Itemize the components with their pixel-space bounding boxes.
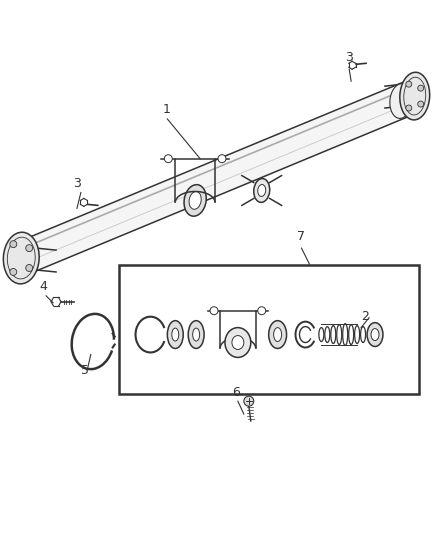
Ellipse shape bbox=[400, 72, 430, 120]
Text: 3: 3 bbox=[73, 176, 81, 190]
Text: 6: 6 bbox=[232, 386, 240, 399]
Ellipse shape bbox=[193, 328, 200, 341]
Text: 7: 7 bbox=[297, 230, 304, 243]
Circle shape bbox=[210, 307, 218, 314]
Ellipse shape bbox=[274, 328, 282, 342]
Ellipse shape bbox=[254, 179, 270, 203]
Ellipse shape bbox=[184, 184, 206, 216]
Ellipse shape bbox=[371, 329, 379, 341]
Ellipse shape bbox=[367, 322, 383, 346]
Ellipse shape bbox=[225, 328, 251, 358]
Text: 1: 1 bbox=[162, 103, 170, 116]
Circle shape bbox=[406, 81, 412, 87]
Circle shape bbox=[406, 105, 412, 111]
Circle shape bbox=[218, 155, 226, 163]
Ellipse shape bbox=[172, 328, 179, 341]
Ellipse shape bbox=[390, 84, 412, 118]
Ellipse shape bbox=[258, 184, 266, 197]
Ellipse shape bbox=[189, 191, 201, 209]
Polygon shape bbox=[17, 80, 420, 273]
Circle shape bbox=[418, 101, 424, 107]
Ellipse shape bbox=[232, 336, 244, 350]
Text: 2: 2 bbox=[361, 310, 369, 322]
Circle shape bbox=[244, 396, 254, 406]
Circle shape bbox=[164, 155, 172, 163]
Text: 5: 5 bbox=[81, 365, 89, 377]
Ellipse shape bbox=[167, 321, 183, 349]
Circle shape bbox=[26, 245, 33, 252]
Text: 3: 3 bbox=[345, 51, 353, 64]
Ellipse shape bbox=[268, 321, 286, 349]
Circle shape bbox=[10, 269, 17, 276]
Circle shape bbox=[418, 85, 424, 91]
Text: 4: 4 bbox=[39, 280, 47, 293]
Ellipse shape bbox=[4, 232, 39, 284]
Circle shape bbox=[258, 307, 266, 314]
Ellipse shape bbox=[188, 321, 204, 349]
FancyBboxPatch shape bbox=[119, 265, 419, 394]
Circle shape bbox=[26, 264, 33, 271]
Circle shape bbox=[10, 241, 17, 248]
